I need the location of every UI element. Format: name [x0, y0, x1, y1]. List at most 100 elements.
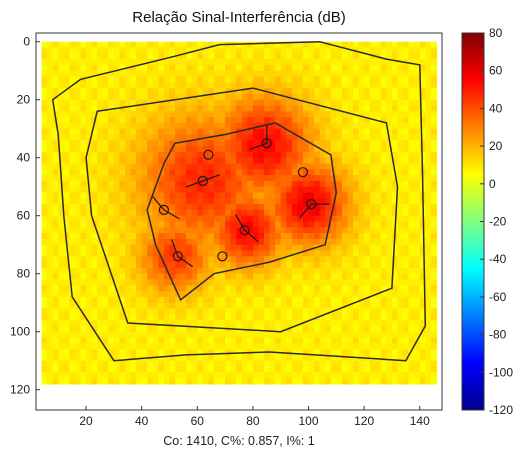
heatmap-cell [119, 204, 126, 211]
heatmap-cell [414, 279, 421, 286]
heatmap-cell [386, 215, 393, 223]
heatmap-cell [397, 140, 404, 147]
heatmap-cell [158, 186, 165, 194]
heatmap-cell [325, 308, 332, 315]
heatmap-cell [102, 296, 109, 304]
heatmap-cell [369, 76, 376, 83]
heatmap-cell [186, 360, 193, 368]
heatmap-cell [136, 267, 143, 275]
heatmap-cell [163, 343, 171, 350]
heatmap-cell [141, 209, 148, 217]
heatmap-cell [280, 117, 287, 124]
heatmap-cell [175, 198, 182, 205]
heatmap-cell [119, 244, 126, 252]
base-station [197, 175, 208, 186]
heatmap-cell [264, 337, 271, 344]
heatmap-cell [141, 302, 148, 310]
heatmap-cell [230, 70, 237, 78]
heatmap-cell [141, 180, 148, 188]
heatmap-cell [108, 47, 115, 54]
heatmap-cell [241, 233, 248, 240]
heatmap-cell [302, 99, 310, 107]
heatmap-cell [86, 157, 93, 165]
heatmap-cell [252, 209, 260, 217]
heatmap-cell [391, 76, 399, 83]
heatmap-cell [252, 175, 260, 182]
heatmap-cell [336, 41, 343, 49]
heatmap-cell [230, 64, 237, 72]
heatmap-cell [80, 111, 87, 118]
heatmap-cell [124, 53, 132, 60]
heatmap-cell [102, 53, 109, 60]
heatmap-cell [213, 53, 221, 60]
heatmap-cell [52, 134, 59, 141]
heatmap-cell [247, 279, 254, 286]
heatmap-cell [364, 186, 371, 194]
heatmap-cell [197, 314, 204, 321]
heatmap-cell [252, 169, 260, 176]
heatmap-cell [336, 273, 343, 281]
heatmap-cell [230, 169, 237, 176]
heatmap-cell [258, 47, 265, 54]
heatmap-cell [208, 134, 215, 141]
heatmap-cell [119, 105, 126, 112]
heatmap-cell [258, 64, 265, 72]
heatmap-cell [175, 308, 182, 315]
heatmap-cell [269, 209, 276, 217]
heatmap-cell [130, 169, 137, 176]
heatmap-cell [147, 279, 154, 286]
heatmap-cell [186, 41, 193, 49]
heatmap-cell [330, 267, 337, 275]
heatmap-cell [175, 93, 182, 101]
heatmap-cell [347, 378, 354, 385]
heatmap-cell [308, 337, 315, 344]
heatmap-cell [280, 227, 287, 234]
heatmap-cell [341, 59, 349, 66]
heatmap-cell [297, 354, 304, 362]
heatmap-cell [186, 325, 193, 333]
heatmap-cell [353, 238, 360, 246]
heatmap-cell [86, 122, 93, 130]
heatmap-cell [275, 279, 282, 286]
heatmap-cell [353, 169, 360, 176]
heatmap-cell [375, 180, 382, 188]
heatmap-cell [308, 372, 315, 379]
heatmap-cell [341, 233, 349, 240]
heatmap-cell [341, 331, 349, 339]
heatmap-cell [291, 105, 298, 112]
heatmap-cell [219, 244, 226, 252]
heatmap-cell [47, 314, 54, 321]
heatmap-cell [236, 215, 243, 223]
heatmap-cell [264, 285, 271, 292]
heatmap-cell [380, 53, 387, 60]
heatmap-cell [52, 366, 59, 373]
heatmap-cell [175, 262, 182, 269]
heatmap-cell [119, 227, 126, 234]
heatmap-cell [74, 186, 82, 194]
heatmap-cell [286, 256, 293, 263]
heatmap-cell [247, 296, 254, 304]
heatmap-cell [141, 238, 148, 246]
heatmap-cell [230, 262, 237, 269]
heatmap-cell [275, 105, 282, 112]
heatmap-cell [158, 192, 165, 199]
heatmap-cell [58, 244, 65, 252]
heatmap-cell [80, 134, 87, 141]
heatmap-cell [102, 209, 109, 217]
heatmap-cell [80, 267, 87, 275]
heatmap-cell [197, 198, 204, 205]
heatmap-cell [86, 93, 93, 101]
heatmap-cell [286, 53, 293, 60]
heatmap-cell [380, 88, 387, 95]
heatmap-cell [347, 314, 354, 321]
heatmap-cell [108, 76, 115, 83]
heatmap-cell [308, 221, 315, 228]
heatmap-cell [397, 99, 404, 107]
heatmap-cell [69, 267, 76, 275]
heatmap-cell [425, 314, 432, 321]
heatmap-cell [197, 354, 204, 362]
heatmap-cell [297, 343, 304, 350]
heatmap-cell [180, 47, 187, 54]
heatmap-cell [325, 192, 332, 199]
heatmap-cell [241, 209, 248, 217]
